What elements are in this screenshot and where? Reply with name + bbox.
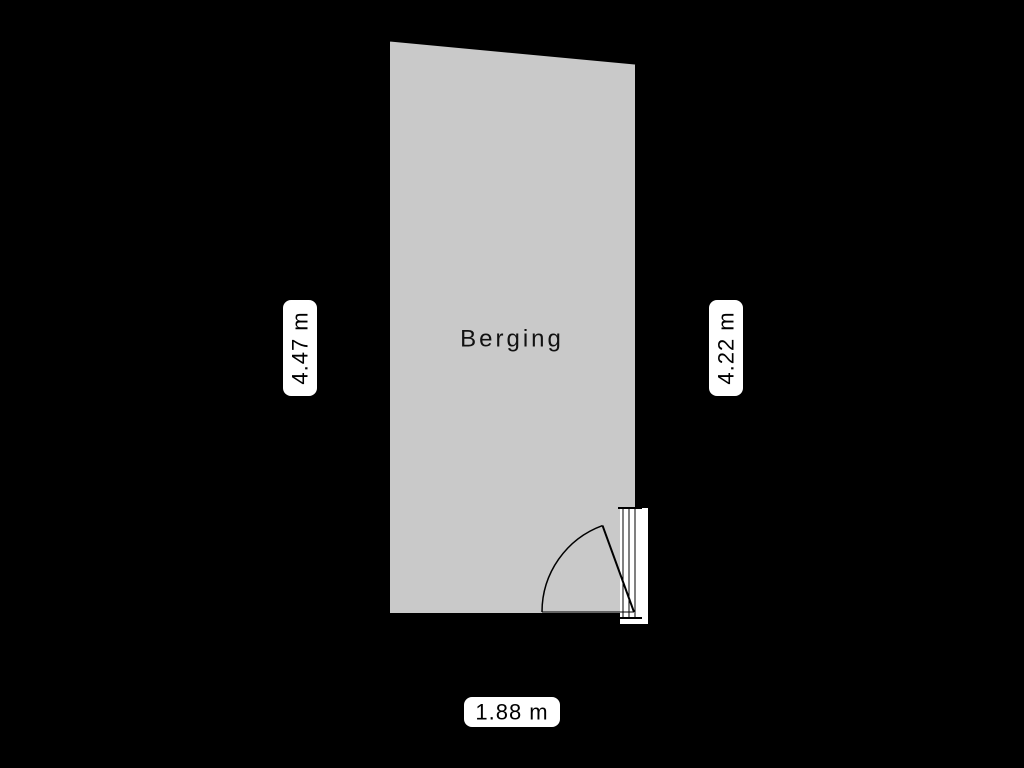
room-label: Berging: [460, 325, 564, 352]
dim-tick: [459, 711, 462, 714]
dimension-left: 4.47 m: [283, 300, 317, 396]
door-opening: [620, 508, 648, 624]
dimension-left-text: 4.47 m: [288, 311, 313, 384]
dimension-right: 4.22 m: [709, 300, 743, 396]
dimension-bottom: 1.88 m: [459, 697, 566, 727]
dim-tick: [563, 711, 566, 714]
dimension-right-text: 4.22 m: [714, 311, 739, 384]
floorplan-canvas: Berging 4.47 m 4.22 m 1.88 m: [0, 0, 1024, 768]
dimension-bottom-text: 1.88 m: [475, 700, 548, 725]
